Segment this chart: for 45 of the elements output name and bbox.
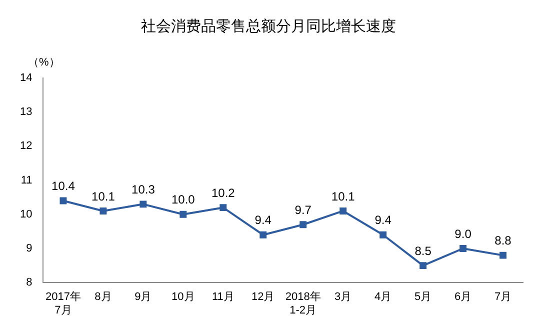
y-tick-label: 12 [20,140,32,152]
data-label: 10.2 [211,186,236,200]
y-tick-label: 11 [20,174,32,186]
x-tick-label: 11月 [212,291,234,304]
x-tick-label: 5月 [414,291,432,304]
data-label: 10.1 [92,189,116,204]
point [60,197,67,204]
y-tick-label: 8 [26,276,32,289]
data-label: 10.0 [171,192,196,207]
y-tick-label: 10 [20,208,32,220]
data-label: 9.0 [454,226,472,241]
x-tick-label: 12月 [252,291,275,304]
x-tick-label: 10月 [172,291,195,304]
x-tick-label: 8月 [94,291,112,304]
y-tick-label: 13 [20,106,32,118]
data-label: 8.8 [494,234,512,248]
point [420,262,427,270]
data-label: 10.4 [52,179,76,194]
x-tick-label: 7月 [494,291,512,304]
point [500,252,506,259]
data-label: 9.7 [294,202,312,217]
data-label: 8.5 [414,244,432,258]
x-tick-label: 9月 [134,291,152,304]
point [100,208,107,214]
point [260,231,267,238]
point [380,231,387,238]
y-axis-title: （%） [28,56,60,69]
point [180,210,187,218]
y-tick-label: 14 [20,72,32,84]
point [300,221,307,228]
x-tick-label: 2018年 1-2月 [285,291,321,316]
data-label: 9.4 [374,213,392,228]
data-label: 10.3 [132,182,156,196]
x-tick-label: 2017年 7月 [45,291,81,316]
point [460,245,467,252]
point [220,204,227,212]
point [140,200,147,208]
x-tick-label: 3月 [334,291,352,304]
x-tick-label: 4月 [374,291,392,304]
data-label: 10.1 [331,189,356,204]
y-tick-label: 9 [26,242,32,255]
data-label: 9.4 [254,213,272,228]
chart-title: 社会消费品零售总额分月同比增长速度 [141,18,396,36]
x-tick-label: 6月 [454,291,472,304]
point [340,208,347,214]
